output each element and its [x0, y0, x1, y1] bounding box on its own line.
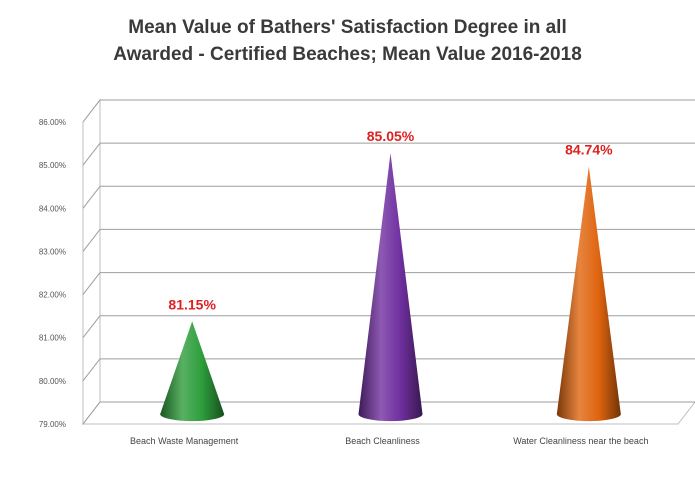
data-label-2: 85.05% [367, 128, 415, 144]
gridline-wall [82, 401, 101, 425]
chart-title-line-1: Mean Value of Bathers' Satisfaction Degr… [128, 17, 567, 38]
cone-series [160, 153, 621, 422]
data-label-1: 81.15% [168, 296, 216, 312]
y-axis-ticks: 79.00% 80.00% 81.00% 82.00% 83.00% 84.00% 85.0… [39, 118, 66, 429]
gridline-wall [82, 272, 101, 295]
gridline-wall [82, 358, 101, 382]
y-tick-label: 82.00% [39, 291, 66, 300]
cone-3 [556, 166, 621, 422]
data-label-3: 84.74% [565, 141, 613, 157]
category-labels: Beach Waste Management Beach Cleanliness W… [130, 436, 648, 446]
gridline-wall [82, 229, 101, 252]
gridline-wall [82, 315, 101, 339]
left-wall [82, 98, 101, 426]
gridline-wall [82, 185, 101, 209]
y-tick-label: 83.00% [39, 247, 66, 256]
category-label-3: Water Cleanliness near the beach [513, 436, 648, 446]
y-tick-label: 80.00% [39, 377, 66, 386]
gridline-wall [82, 142, 101, 166]
y-tick-label: 79.00% [39, 420, 66, 429]
y-tick-label: 86.00% [39, 118, 66, 127]
chart-title-line-2: Awarded - Certified Beaches; Mean Value … [113, 44, 582, 65]
cone-1 [160, 321, 225, 422]
y-tick-label: 85.00% [39, 161, 66, 170]
data-labels: 81.15% 85.05% 84.74% [168, 128, 613, 312]
chart-title: Mean Value of Bathers' Satisfaction Degr… [0, 14, 695, 68]
cone-2 [358, 153, 423, 422]
category-label-2: Beach Cleanliness [345, 436, 420, 446]
gridline-wall [82, 99, 101, 123]
category-label-1: Beach Waste Management [130, 436, 239, 446]
y-tick-label: 84.00% [39, 204, 66, 213]
y-tick-label: 81.00% [39, 334, 66, 343]
